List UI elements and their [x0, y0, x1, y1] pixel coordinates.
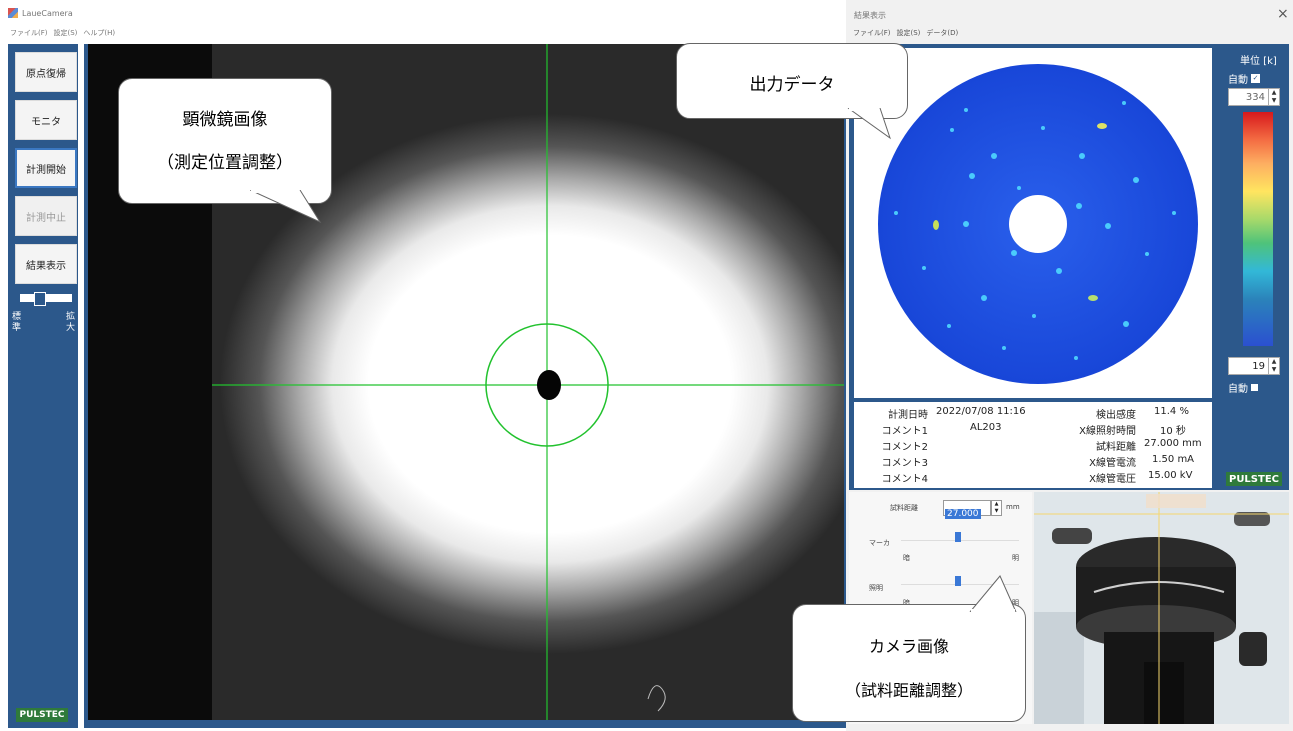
menu-file[interactable]: ファイル(F)	[10, 29, 48, 37]
callout-output-data: 出力データ	[676, 43, 908, 119]
zoom-label-enlarge-2: 大	[66, 323, 76, 333]
menu-settings[interactable]: 設定(S)	[53, 29, 78, 37]
app-icon	[8, 8, 18, 18]
info-label: 計測日時	[888, 410, 928, 421]
diffraction-plot-area	[854, 48, 1212, 398]
close-icon[interactable]: ×	[1277, 6, 1289, 22]
callout-output-tail	[847, 108, 891, 140]
unit-label: 単位 [k]	[1240, 56, 1277, 67]
measurement-info: 計測日時 2022/07/08 11:16 コメント1 AL203 コメント2 …	[854, 402, 1212, 488]
info-label: X線管電圧	[1089, 474, 1136, 485]
zoom-label-standard-2: 準	[12, 323, 22, 333]
callout-microscope-line1: 顕微鏡画像	[182, 110, 268, 130]
window-title-bar: LaueCamera	[8, 6, 73, 20]
distance-label: 試料距離	[890, 504, 918, 512]
spinner-arrows-icon[interactable]: ▲ ▼	[1268, 358, 1279, 374]
light-label: 照明	[869, 584, 883, 592]
show-results-button[interactable]: 結果表示	[15, 244, 77, 284]
home-position-button[interactable]: 原点復帰	[15, 52, 77, 92]
callout-camera-line1: カメラ画像	[868, 637, 949, 656]
info-value: 1.50 mA	[1152, 454, 1195, 465]
menu-help[interactable]: ヘルプ(H)	[83, 29, 116, 37]
zoom-slider-thumb[interactable]	[34, 292, 46, 306]
info-value: AL203	[970, 422, 1002, 433]
sidebar: 原点復帰 モニタ 計測開始 計測中止 結果表示 標 準 拡 大 PULSTEC	[8, 44, 78, 728]
window-title: LaueCamera	[22, 8, 73, 18]
auto-scale-bottom[interactable]: 自動	[1228, 380, 1258, 395]
marker-label: マーカ	[869, 539, 890, 547]
stop-measurement-button[interactable]: 計測中止	[15, 196, 77, 236]
info-value: 27.000 mm	[1144, 438, 1202, 449]
callout-camera-tail	[969, 575, 1017, 612]
colorbar	[1243, 112, 1273, 346]
callout-output-data-label: 出力データ	[749, 75, 835, 95]
min-value: 19	[1252, 360, 1265, 372]
spinner-arrows-icon[interactable]: ▲ ▼	[1268, 89, 1279, 105]
light-bright-label: 明	[1012, 599, 1019, 607]
pulstec-logo: PULSTEC	[16, 708, 68, 722]
center-hole	[1009, 195, 1067, 253]
info-label: コメント1	[881, 426, 928, 437]
sample-spot	[537, 370, 561, 400]
marker-slider-thumb[interactable]	[955, 532, 961, 542]
info-value: 11.4 %	[1154, 406, 1189, 417]
stage-photo	[1034, 492, 1289, 724]
max-value-spinner[interactable]: 334 ▲ ▼	[1228, 88, 1280, 106]
fiber-artifact	[647, 685, 666, 712]
info-label: コメント4	[881, 474, 928, 485]
result-menu-settings[interactable]: 設定(S)	[896, 29, 921, 37]
info-label: X線照射時間	[1079, 426, 1136, 437]
camera-image[interactable]	[1034, 492, 1289, 724]
crosshair-overlay	[212, 44, 844, 720]
info-label: コメント2	[881, 442, 928, 453]
callout-microscope: 顕微鏡画像 （測定位置調整）	[118, 78, 332, 204]
distance-input[interactable]: 27.000	[943, 500, 991, 519]
callout-camera: カメラ画像 （試料距離調整）	[792, 604, 1026, 722]
main-menu-bar: ファイル(F) 設定(S) ヘルプ(H)	[10, 28, 115, 38]
checkbox-unchecked-icon[interactable]	[1251, 384, 1258, 391]
result-menu-data[interactable]: データ(D)	[926, 29, 959, 37]
callout-microscope-line2: （測定位置調整）	[157, 153, 293, 173]
diffraction-spots	[894, 101, 1176, 360]
min-value-spinner[interactable]: 19 ▲ ▼	[1228, 357, 1280, 375]
target-circle	[485, 323, 609, 447]
light-dark-label: 暗	[903, 599, 910, 607]
result-menu-bar: ファイル(F) 設定(S) データ(D)	[853, 28, 958, 38]
auto-scale-top-label: 自動	[1228, 75, 1248, 86]
pulstec-logo-right: PULSTEC	[1226, 472, 1282, 486]
info-label: X線管電流	[1089, 458, 1136, 469]
marker-bright-label: 明	[1012, 554, 1019, 562]
callout-camera-line2: （試料距離調整）	[844, 681, 973, 700]
result-window-title: 結果表示	[854, 11, 886, 20]
laue-pattern-image[interactable]	[854, 48, 1212, 398]
info-value: 15.00 kV	[1148, 470, 1193, 481]
zoom-label-standard-1: 標	[12, 312, 22, 322]
info-label: コメント3	[881, 458, 928, 469]
info-value: 10 秒	[1160, 426, 1186, 437]
callout-microscope-tail	[250, 190, 322, 224]
zoom-label-enlarge-1: 拡	[66, 312, 76, 322]
marker-dark-label: 暗	[903, 554, 910, 562]
monitor-button[interactable]: モニタ	[15, 100, 77, 140]
zoom-slider-track[interactable]	[20, 294, 72, 302]
checkbox-checked-icon[interactable]: ✓	[1251, 74, 1260, 83]
auto-scale-top[interactable]: 自動 ✓	[1228, 71, 1260, 86]
result-menu-file[interactable]: ファイル(F)	[853, 29, 891, 37]
info-label: 検出感度	[1096, 410, 1136, 421]
light-slider-thumb[interactable]	[955, 576, 961, 586]
start-measurement-button[interactable]: 計測開始	[15, 148, 77, 188]
info-value: 2022/07/08 11:16	[936, 406, 1026, 417]
distance-unit: mm	[1006, 503, 1020, 511]
distance-value: 27.000	[945, 509, 981, 519]
auto-scale-bottom-label: 自動	[1228, 384, 1248, 395]
distance-spinner-icon[interactable]: ▲ ▼	[991, 500, 1002, 516]
max-value: 334	[1245, 91, 1265, 103]
info-label: 試料距離	[1096, 442, 1136, 453]
